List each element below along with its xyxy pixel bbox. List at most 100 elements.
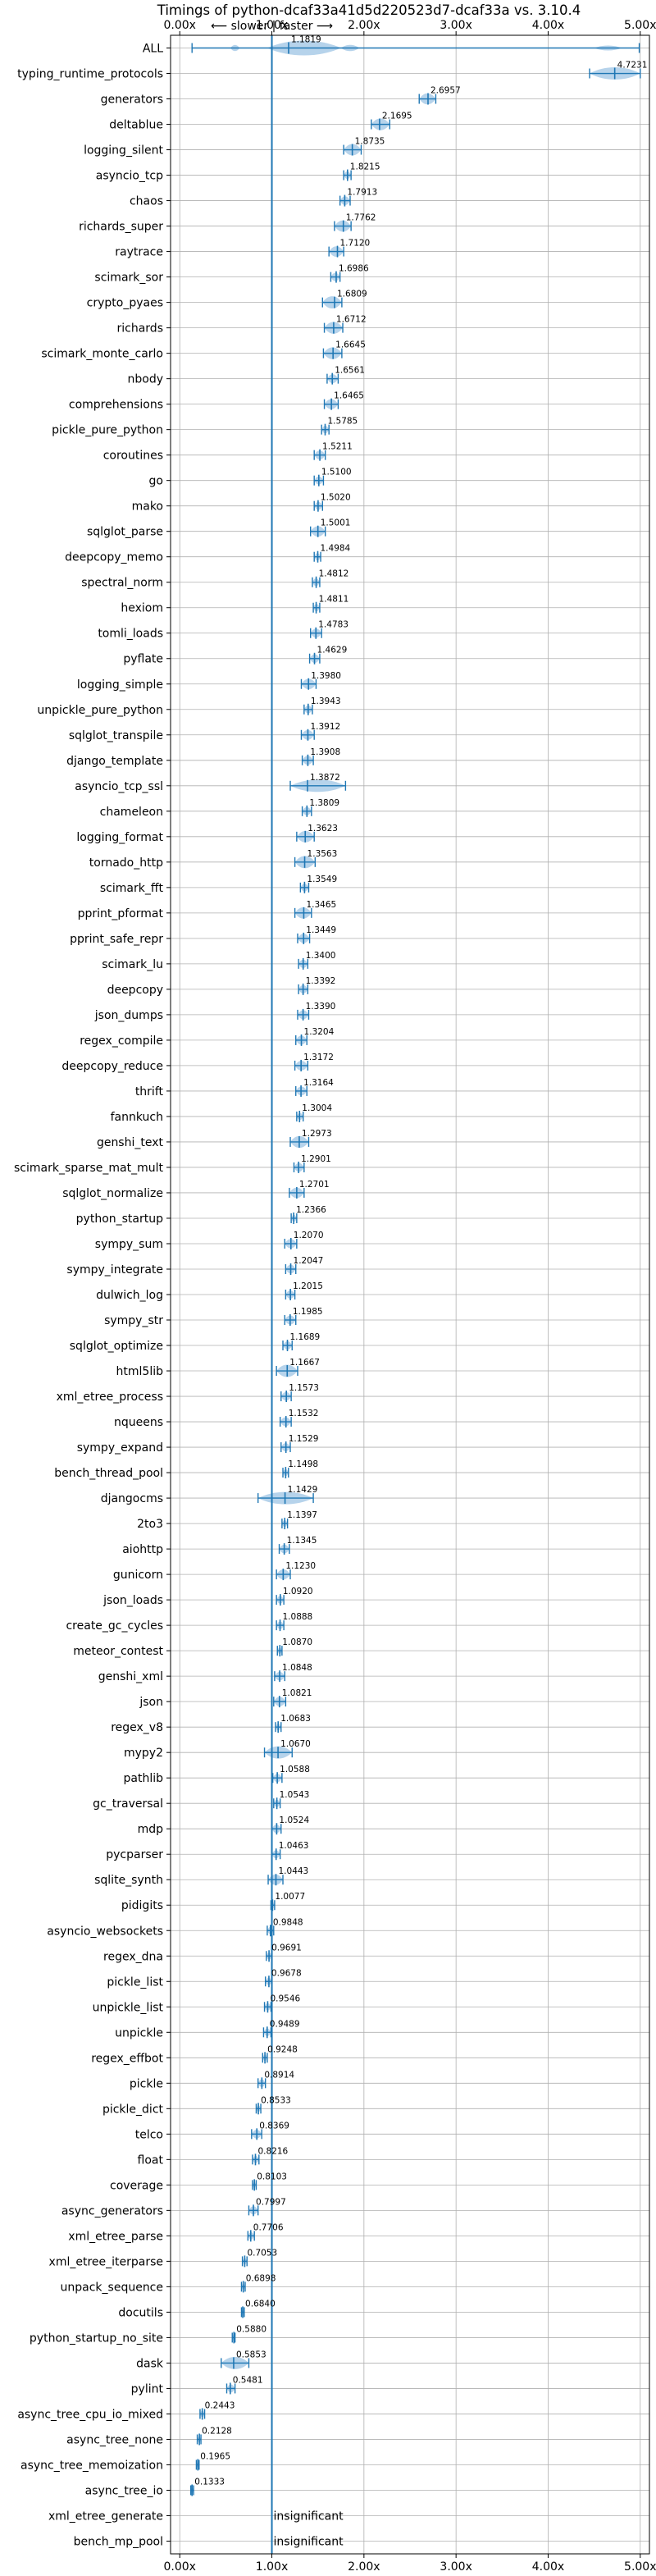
value-label: 0.5880 xyxy=(236,2324,266,2334)
benchmark-label: coverage xyxy=(110,2179,163,2192)
benchmark-label: async_tree_cpu_io_mixed xyxy=(17,2408,163,2421)
benchmark-label: pylint xyxy=(131,2382,164,2396)
value-label: 0.8103 xyxy=(257,2172,287,2181)
benchmark-label: pprint_pformat xyxy=(78,907,164,920)
benchmark-label: hexiom xyxy=(121,602,163,615)
x-tick-label-bottom: 5.00x xyxy=(624,2560,656,2574)
value-label: 0.8533 xyxy=(261,2095,291,2105)
value-label: 1.2901 xyxy=(301,1154,331,1164)
x-tick-label-top: 4.00x xyxy=(532,19,564,32)
value-label: 1.3980 xyxy=(311,671,341,681)
benchmark-label: mako xyxy=(132,500,163,514)
benchmark-label: xml_etree_parse xyxy=(68,2230,163,2243)
value-label: 1.8215 xyxy=(350,162,380,172)
value-label: 0.7706 xyxy=(253,2222,284,2232)
benchmark-label: genshi_xml xyxy=(98,1670,163,1683)
x-tick-label-bottom: 4.00x xyxy=(532,2560,564,2574)
benchmark-label: async_generators xyxy=(61,2204,163,2217)
value-label: 1.4812 xyxy=(319,569,349,579)
value-label: 0.8216 xyxy=(258,2146,289,2156)
benchmark-label: dask xyxy=(136,2357,164,2370)
benchmark-label: async_tree_memoization xyxy=(20,2459,163,2472)
benchmark-label: logging_simple xyxy=(77,678,163,692)
benchmark-label: django_template xyxy=(66,755,163,768)
benchmark-label: typing_runtime_protocols xyxy=(17,68,163,81)
value-label: 1.1498 xyxy=(288,1459,318,1469)
value-label: 0.6840 xyxy=(245,2299,276,2309)
value-label: 1.3004 xyxy=(302,1103,332,1113)
value-label: 1.1689 xyxy=(290,1332,321,1342)
insignificant-label: insignificant xyxy=(274,2535,344,2548)
benchmark-label: raytrace xyxy=(115,246,163,259)
benchmark-label: asyncio_websockets xyxy=(47,1925,163,1938)
x-tick-label-bottom: 3.00x xyxy=(440,2560,472,2574)
value-label: 0.8369 xyxy=(259,2121,289,2131)
value-label: 1.6561 xyxy=(335,366,365,376)
value-label: 1.3563 xyxy=(308,849,338,859)
benchmark-label: xml_etree_iterparse xyxy=(49,2255,163,2268)
benchmark-label: sympy_integrate xyxy=(66,1263,163,1277)
benchmark-label: dulwich_log xyxy=(96,1289,163,1302)
benchmark-label: xml_etree_generate xyxy=(48,2510,163,2523)
benchmark-label: telco xyxy=(135,2128,163,2141)
benchmark-label: ALL xyxy=(143,43,163,56)
benchmark-label: crypto_pyaes xyxy=(87,297,163,310)
benchmark-label: richards_super xyxy=(79,221,163,234)
x-tick-label-top: 1.00x xyxy=(256,19,288,32)
benchmark-label: pprint_safe_repr xyxy=(70,933,163,946)
x-tick-label-top: 5.00x xyxy=(624,19,656,32)
benchmark-label: thrift xyxy=(135,1085,164,1098)
benchmark-label: json xyxy=(139,1696,163,1709)
insignificant-label: insignificant xyxy=(274,2510,344,2523)
benchmark-label: unpickle_list xyxy=(93,2001,164,2014)
value-label: 1.4811 xyxy=(319,595,349,605)
value-label: 1.2701 xyxy=(299,1180,330,1190)
value-label: 1.1345 xyxy=(287,1536,317,1546)
value-label: 1.6645 xyxy=(335,340,366,350)
value-label: 0.8914 xyxy=(264,2070,294,2080)
value-label: 1.3449 xyxy=(306,925,336,935)
benchmark-label: deltablue xyxy=(109,119,163,132)
value-label: 1.1429 xyxy=(288,1485,318,1495)
benchmark-label: nqueens xyxy=(114,1416,163,1429)
direction-label: ⟵ slower | faster ⟶ xyxy=(211,20,333,33)
value-label: 1.3400 xyxy=(306,951,336,961)
benchmark-label: pycparser xyxy=(106,1848,163,1861)
benchmark-label: mdp xyxy=(138,1823,164,1836)
value-label: 1.0463 xyxy=(279,1841,309,1851)
value-label: 1.2366 xyxy=(296,1205,326,1215)
benchmark-label: chaos xyxy=(130,195,163,208)
value-label: 0.5481 xyxy=(233,2375,263,2385)
benchmark-label: scimark_sparse_mat_mult xyxy=(14,1162,163,1175)
value-label: 1.0443 xyxy=(279,1866,309,1876)
value-label: 1.1230 xyxy=(285,1561,316,1571)
violin-series xyxy=(190,40,641,2496)
value-label: 1.6465 xyxy=(334,391,364,401)
value-label: 1.3204 xyxy=(304,1027,335,1037)
value-label: 0.9678 xyxy=(271,1968,302,1978)
value-label: 1.1573 xyxy=(289,1383,319,1393)
benchmark-label: scimark_fft xyxy=(100,882,164,895)
benchmark-label: deepcopy xyxy=(107,984,163,997)
value-label: 1.5100 xyxy=(321,468,352,477)
value-label: 0.6898 xyxy=(246,2273,276,2283)
value-label: 1.5211 xyxy=(322,442,353,452)
benchmark-label: python_startup_no_site xyxy=(30,2332,163,2345)
benchmark-label: nbody xyxy=(128,373,164,386)
plot-frame xyxy=(170,34,650,2555)
benchmark-label: meteor_contest xyxy=(73,1645,163,1658)
benchmark-label: async_tree_none xyxy=(66,2433,163,2446)
benchmark-label: chameleon xyxy=(100,806,163,819)
grid-lines xyxy=(171,35,649,2554)
benchmark-label: 2to3 xyxy=(137,1518,163,1531)
benchmark-label: unpickle xyxy=(115,2026,163,2039)
benchmark-label: logging_silent xyxy=(84,144,163,158)
value-label: 1.7120 xyxy=(340,239,371,249)
benchmark-label: xml_etree_process xyxy=(57,1391,163,1404)
value-label: 1.0888 xyxy=(283,1612,313,1622)
chart-title: Timings of python-dcaf33a41d5d220523d7-d… xyxy=(157,2,581,18)
value-label: 1.5001 xyxy=(321,518,351,528)
benchmark-label: asyncio_tcp xyxy=(96,170,163,183)
value-labels: 1.1819 4.7231 2.6957 2.1695 1.8735 1.8215 1.79… xyxy=(194,35,647,2549)
benchmark-label: html5lib xyxy=(116,1365,164,1378)
